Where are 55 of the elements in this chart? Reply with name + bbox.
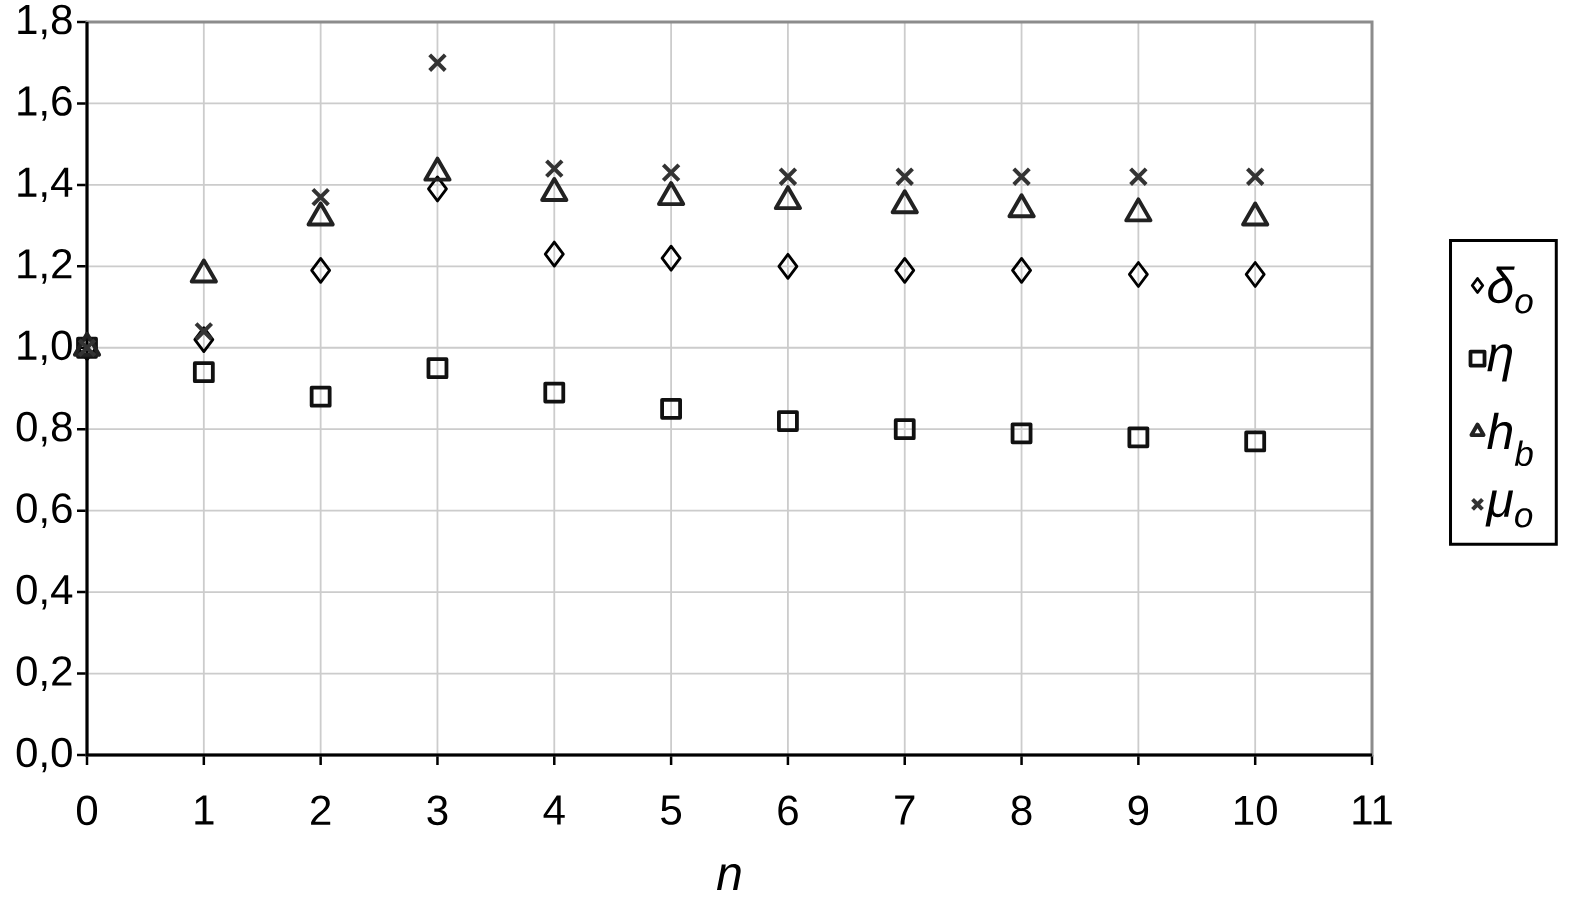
x-tick-label: 6	[778, 795, 798, 826]
x-tick-label: 11	[1353, 795, 1392, 825]
point	[543, 381, 566, 404]
point	[1011, 256, 1032, 284]
y-tick-label: 1,4	[18, 167, 73, 203]
x-tick-label: 2	[311, 795, 331, 825]
x-tick-label: 0	[76, 795, 98, 826]
point	[894, 166, 915, 187]
point	[1245, 166, 1265, 187]
y-tick-label: 0,2	[16, 656, 72, 691]
y-tick-label: 0,4	[16, 574, 73, 610]
y-tick-label: 0,8	[16, 411, 72, 447]
point	[777, 410, 799, 432]
point	[544, 158, 565, 179]
point	[1011, 166, 1032, 187]
point	[660, 244, 682, 272]
point	[661, 162, 681, 183]
legend-label: h$_{b}$	[1487, 412, 1533, 467]
point	[309, 385, 332, 408]
x-tick-label: 7	[895, 795, 915, 825]
x-tick-label: 10	[1235, 795, 1277, 826]
point	[1010, 422, 1033, 445]
x-tick-label: 1	[195, 795, 214, 825]
legend-label: μ$_{o}$	[1485, 490, 1533, 528]
y-tick-label: 1,2	[18, 248, 72, 284]
point	[427, 52, 448, 73]
y-tick-label: 1,8	[18, 4, 72, 40]
x-tick-label: 3	[427, 795, 448, 826]
point	[310, 256, 332, 284]
point	[194, 321, 214, 342]
point	[1127, 426, 1150, 449]
y-tick-label: 1,0	[18, 330, 72, 366]
legend-label: δ$_{o}$	[1488, 266, 1533, 314]
point	[1244, 430, 1267, 453]
point	[1127, 261, 1149, 288]
point	[543, 240, 565, 268]
point	[426, 357, 449, 380]
x-tick-label: 8	[1011, 795, 1032, 826]
point	[894, 256, 916, 284]
point	[778, 166, 798, 187]
x-axis-title: n	[716, 864, 741, 890]
legend-label: η	[1487, 344, 1513, 382]
point	[1128, 166, 1149, 187]
point	[660, 397, 682, 420]
point	[192, 361, 215, 384]
y-tick-label: 0,6	[16, 493, 72, 529]
point	[310, 187, 331, 207]
x-tick-label: 9	[1128, 795, 1149, 826]
x-tick-label: 4	[543, 795, 565, 825]
point	[893, 418, 916, 441]
y-tick-label: 0,0	[16, 737, 72, 773]
y-tick-label: 1,6	[18, 86, 72, 121]
x-tick-label: 5	[661, 795, 682, 825]
point	[1244, 261, 1266, 288]
point	[777, 252, 799, 280]
